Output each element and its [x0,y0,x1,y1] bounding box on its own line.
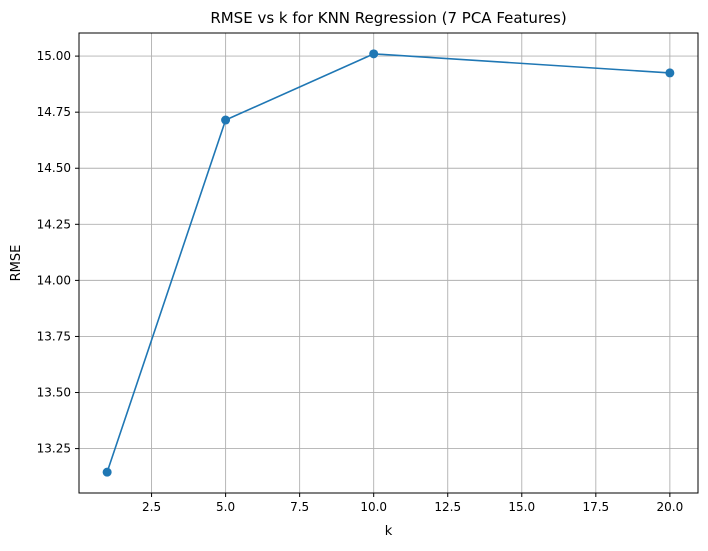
x-tick-label: 2.5 [142,500,161,514]
x-tick-label: 20.0 [657,500,684,514]
grid-lines [79,33,698,493]
data-point [102,467,112,477]
x-tick-label: 5.0 [216,500,235,514]
plot-frame [78,32,699,494]
x-tick-label: 7.5 [290,500,309,514]
data-point [369,49,379,59]
chart-title: RMSE vs k for KNN Regression (7 PCA Feat… [210,9,566,27]
x-axis-label: k [385,524,393,539]
x-ticks: 2.5 5.0 7.5 10.0 12.5 15.0 17.5 20.0 [142,493,683,514]
x-tick-label: 15.0 [508,500,535,514]
y-tick-label: 13.25 [37,442,71,456]
data-point [221,115,231,125]
y-tick-label: 14.75 [37,105,71,119]
y-tick-label: 13.75 [37,329,71,343]
series-line [106,53,670,473]
x-tick-label: 17.5 [582,500,609,514]
data-point [665,68,675,78]
y-ticks: 13.25 13.50 13.75 14.00 14.25 14.50 14.75 15.00 [37,49,79,456]
x-tick-label: 10.0 [360,500,387,514]
x-tick-label: 12.5 [434,500,461,514]
y-tick-label: 13.50 [37,386,71,400]
y-tick-label: 14.50 [37,161,71,175]
y-tick-label: 15.00 [37,49,71,63]
y-tick-label: 14.25 [37,217,71,231]
y-tick-label: 14.00 [37,273,71,287]
series-layer [102,49,675,477]
y-axis-label: RMSE [9,245,24,282]
